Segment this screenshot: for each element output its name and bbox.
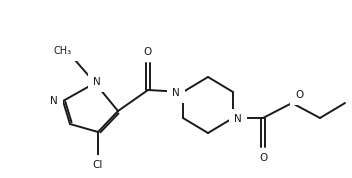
Text: N: N: [172, 88, 180, 98]
Text: N: N: [93, 77, 101, 87]
Text: O: O: [259, 153, 267, 163]
Text: Cl: Cl: [93, 160, 103, 170]
Text: O: O: [295, 90, 303, 100]
Text: N: N: [234, 114, 242, 124]
Text: CH₃: CH₃: [54, 46, 72, 56]
Text: N: N: [50, 96, 58, 106]
Text: O: O: [144, 47, 152, 57]
